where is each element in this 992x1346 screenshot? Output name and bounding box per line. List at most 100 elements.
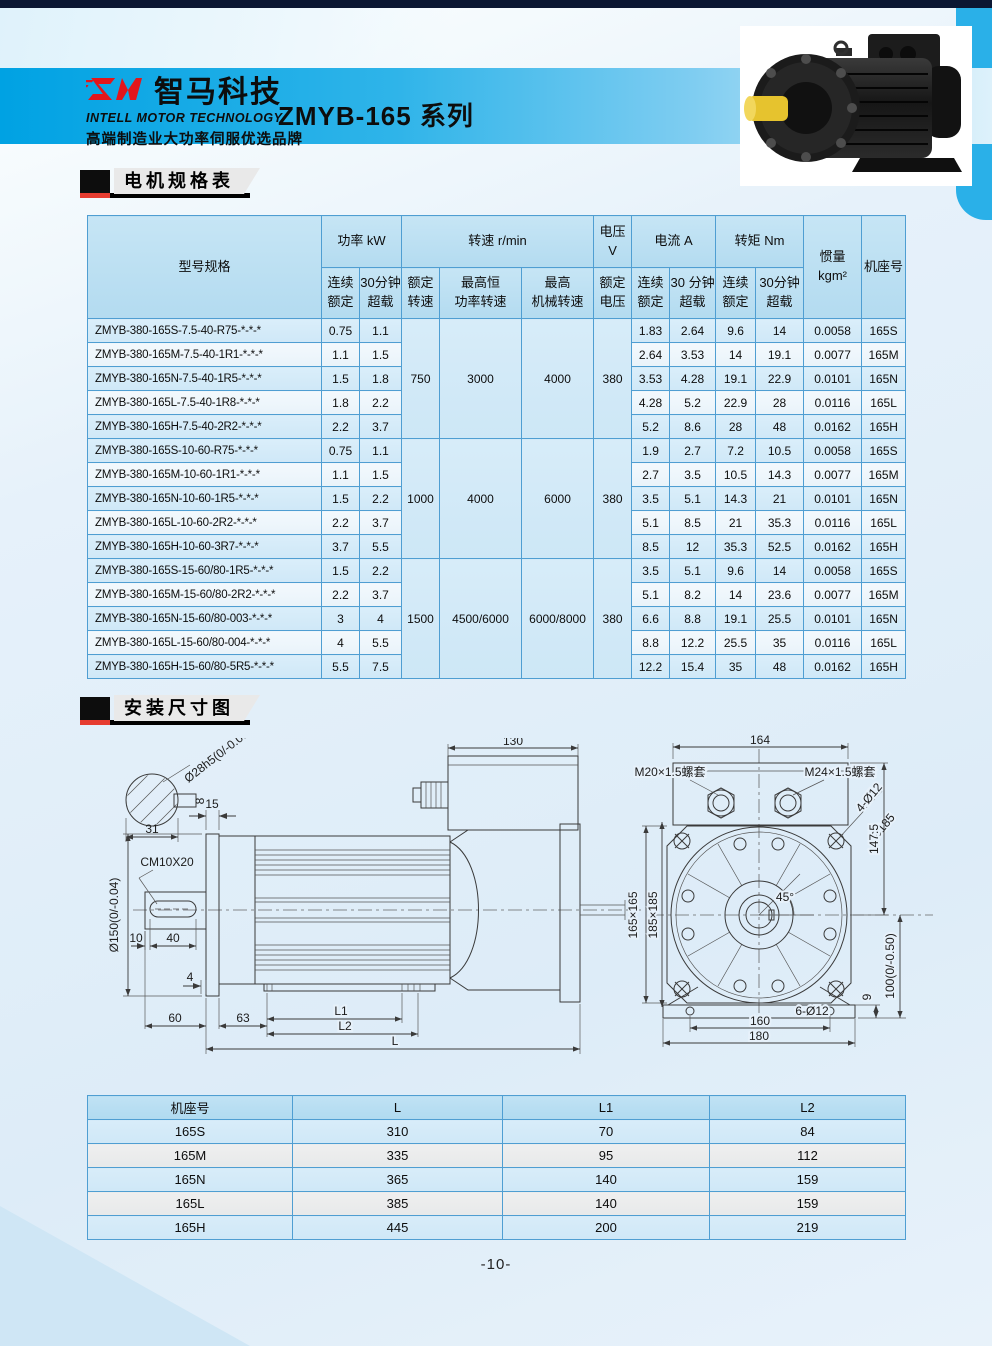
cell-model: ZMYB-380-165H-15-60/80-5R5-*-*-* bbox=[87, 654, 322, 679]
cell-model: ZMYB-380-165L-7.5-40-1R8-*-*-* bbox=[87, 390, 322, 415]
dim-flange-thk: 15 bbox=[205, 797, 219, 811]
cell: 5.5 bbox=[358, 534, 403, 559]
col-L1: L1 bbox=[502, 1095, 710, 1120]
cell: 445 bbox=[292, 1215, 503, 1240]
label-165sq: 165×165 bbox=[628, 891, 640, 938]
col-power-cont: 连续 额定 bbox=[321, 267, 360, 319]
cell: 7.2 bbox=[715, 438, 757, 463]
dim-160: 160 bbox=[750, 1014, 770, 1028]
cell: 5.1 bbox=[631, 510, 671, 535]
dim-box-width: 130 bbox=[503, 738, 523, 748]
cell: 3.53 bbox=[669, 342, 717, 367]
cell: 1.8 bbox=[321, 390, 360, 415]
table-row: ZMYB-380-165S-7.5-40-R75-*-*-* 0.75 1.1 … bbox=[87, 318, 907, 439]
col-voltage: 电压 V bbox=[593, 215, 633, 268]
cell: 23.6 bbox=[755, 582, 805, 607]
col-torque-ovl: 30分钟 超载 bbox=[755, 267, 805, 319]
col-torque: 转矩 Nm bbox=[715, 215, 805, 268]
cell: 10.5 bbox=[715, 462, 757, 487]
cell: 9.6 bbox=[715, 558, 757, 583]
cell: 35 bbox=[755, 630, 805, 655]
table-row: 165S 310 70 84 bbox=[87, 1119, 906, 1144]
dim-shaft-dia: Ø28h5(0/-0.009) bbox=[182, 738, 260, 785]
cell: 22.9 bbox=[755, 366, 805, 391]
cell-speed-rated: 1000 bbox=[401, 438, 441, 559]
col-L: L bbox=[292, 1095, 503, 1120]
cell: 12 bbox=[669, 534, 717, 559]
spec-header-row-1: 型号规格 功率 kW 转速 r/min 电压 V 电流 A 转矩 Nm 惯量 k… bbox=[87, 215, 907, 319]
col-frame: 机座号 bbox=[861, 215, 907, 319]
cell-frame: 165L bbox=[87, 1191, 293, 1216]
cell: 0.75 bbox=[321, 318, 360, 343]
section-dims-title: 安装尺寸图 bbox=[114, 695, 260, 721]
cell: 310 bbox=[292, 1119, 503, 1144]
table-row: ZMYB-380-165L-7.5-40-1R8-*-*-* 1.8 2.2 4.28… bbox=[87, 390, 907, 415]
cell-speed-rated: 750 bbox=[401, 318, 441, 439]
cell: 165H bbox=[861, 414, 907, 439]
cell: 8.5 bbox=[669, 510, 717, 535]
cell: 165M bbox=[861, 462, 907, 487]
front-view-drawing: 164 M20×1.5螺套 M24×1.5螺套 bbox=[624, 733, 958, 1068]
cell: 1.5 bbox=[321, 486, 360, 511]
cell: 1.8 bbox=[358, 366, 403, 391]
cell: 3.53 bbox=[631, 366, 671, 391]
table-row: 165M 335 95 112 bbox=[87, 1143, 906, 1168]
frame-dimension-table: 机座号 L L1 L2 165S 310 70 84 165M 335 95 112 165… bbox=[87, 1095, 906, 1240]
page-title: ZMYB-165 系列 bbox=[278, 101, 474, 131]
table-row: ZMYB-380-165L-10-60-2R2-*-*-* 2.2 3.7 5.1 8.… bbox=[87, 510, 907, 535]
dim-4: 4 bbox=[187, 970, 194, 984]
col-frame: 机座号 bbox=[87, 1095, 293, 1120]
cell: 48 bbox=[755, 414, 805, 439]
cell: 165M bbox=[861, 342, 907, 367]
cell: 8.6 bbox=[669, 414, 717, 439]
cell: 70 bbox=[502, 1119, 710, 1144]
dim-164: 164 bbox=[750, 733, 770, 747]
cell-model: ZMYB-380-165S-7.5-40-R75-*-*-* bbox=[87, 318, 322, 343]
cell: 15.4 bbox=[669, 654, 717, 679]
dim-10: 10 bbox=[129, 931, 143, 945]
cell: 165H bbox=[861, 654, 907, 679]
top-navy-strip bbox=[0, 0, 992, 8]
cell: 2.64 bbox=[669, 318, 717, 343]
cell: 35.3 bbox=[715, 534, 757, 559]
cell: 2.2 bbox=[358, 558, 403, 583]
cell: 219 bbox=[709, 1215, 906, 1240]
label-4xd12: 4-Ø12 bbox=[853, 780, 885, 815]
cell-model: ZMYB-380-165M-10-60-1R1-*-*-* bbox=[87, 462, 322, 487]
cell: 385 bbox=[292, 1191, 503, 1216]
cell: 4 bbox=[358, 606, 403, 631]
col-power-ovl: 30分钟 超载 bbox=[358, 267, 403, 319]
cell-speed-max: 4000 bbox=[521, 318, 595, 439]
cell: 165L bbox=[861, 390, 907, 415]
motor-spec-table: 型号规格 功率 kW 转速 r/min 电压 V 电流 A 转矩 Nm 惯量 k… bbox=[87, 215, 907, 679]
cell: 21 bbox=[755, 486, 805, 511]
cell: 19.1 bbox=[715, 366, 757, 391]
cell: 3.7 bbox=[321, 534, 360, 559]
section-marker-icon bbox=[80, 697, 110, 720]
col-speed: 转速 r/min bbox=[401, 215, 595, 268]
cell: 5.5 bbox=[321, 654, 360, 679]
cell: 25.5 bbox=[715, 630, 757, 655]
cell: 1.83 bbox=[631, 318, 671, 343]
cell: 0.0162 bbox=[803, 654, 863, 679]
cell-speed-const: 4500/6000 bbox=[439, 558, 523, 679]
cell: 2.2 bbox=[321, 582, 360, 607]
cell: 5.1 bbox=[669, 558, 717, 583]
cell: 14 bbox=[715, 342, 757, 367]
brand-logo-icon bbox=[86, 78, 142, 100]
cell: 165M bbox=[861, 582, 907, 607]
section-red-accent bbox=[80, 193, 110, 198]
dim-100: 100(0/-0.50) bbox=[883, 933, 897, 998]
cell: 14 bbox=[755, 558, 805, 583]
cell-voltage: 380 bbox=[593, 318, 633, 439]
cell: 165N bbox=[861, 486, 907, 511]
table-row: ZMYB-380-165S-10-60-R75-*-*-* 0.75 1.1 1… bbox=[87, 438, 907, 559]
cell: 159 bbox=[709, 1167, 906, 1192]
cell: 84 bbox=[709, 1119, 906, 1144]
col-power: 功率 kW bbox=[320, 215, 403, 268]
table-row: ZMYB-380-165N-10-60-1R5-*-*-* 1.5 2.2 3.5 5.… bbox=[87, 486, 907, 511]
page-number: -10- bbox=[480, 1256, 512, 1273]
cell: 8.2 bbox=[669, 582, 717, 607]
cell: 1.9 bbox=[631, 438, 671, 463]
cell: 165S bbox=[861, 438, 907, 463]
